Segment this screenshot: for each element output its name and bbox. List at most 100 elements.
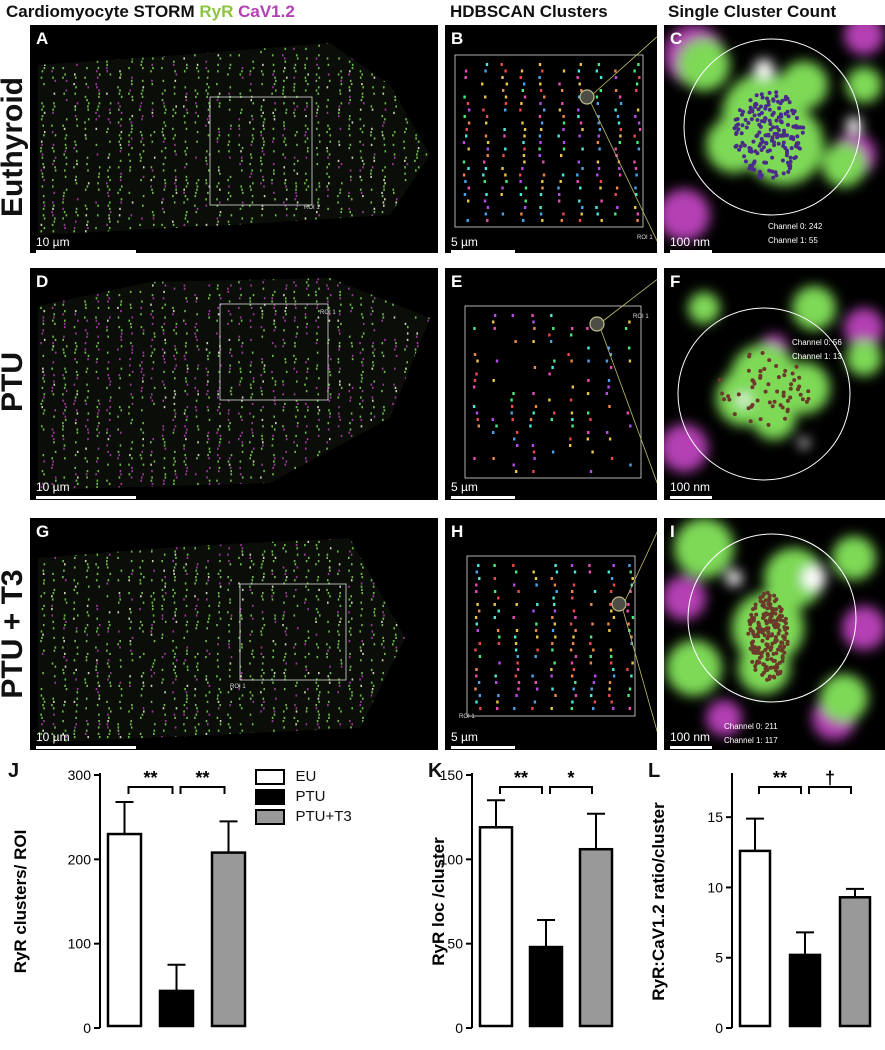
cluster-map [464,279,657,484]
panel-letter: G [36,522,50,541]
significance-bracket [808,786,852,794]
panel-letter: A [36,29,49,48]
row-label-ptu: PTU [0,352,29,412]
header-ryr: RyR [199,2,234,21]
y-tick-label: 10 [707,879,723,895]
chart-j: 0 100 200 300 RyR clusters/ ROI ** ** [11,767,247,1036]
single-cluster-image [664,286,884,481]
roi-label: ROI 1 [459,714,475,720]
significance-marker: ** [773,768,787,788]
scale-bar-label: 100 nm [670,730,711,744]
significance-marker: ** [514,768,528,788]
panel-c-single-cluster: C Channel 0: 242 Channel 1: 55 100 nm [664,25,885,253]
scale-bar-label: 5 µm [451,480,478,494]
y-tick-label: 100 [68,936,92,952]
legend-item-ptu: PTU [255,788,325,806]
y-tick-label: 150 [440,767,464,783]
y-tick-label: 15 [707,809,723,825]
scale-bar-label: 5 µm [451,235,478,249]
header-storm-prefix: Cardiomyocyte STORM [6,2,195,21]
chart-l: 0 5 10 15 RyR:CaV1.2 ratio/cluster ** † [649,768,872,1036]
bar-eu [106,832,143,1028]
single-cluster-image [664,25,884,241]
y-tick-label: 0 [715,1020,723,1036]
channel-counts: Channel 0: 211 Channel 1: 117 [724,720,778,748]
significance-bracket [499,786,543,794]
header-single-cluster: Single Cluster Count [668,2,837,21]
panel-letter: H [451,522,464,541]
panel-e-hdbscan: E 5 µm ROI 1 [445,268,657,500]
y-axis-label: RyR:CaV1.2 ratio/cluster [649,802,668,1001]
channel-0-count: Channel 0: 56 [792,338,842,347]
panel-i-single-cluster: I Channel 0: 211 Channel 1: 117 100 nm [664,518,885,750]
significance-marker: † [825,768,835,788]
scale-bar [36,250,136,253]
scale-bar [451,746,515,749]
panel-a-storm-image: A 10 µm ROI 1 [30,25,438,253]
scale-bar-label: 5 µm [451,730,478,744]
panel-b-hdbscan: B 5 µm ROI 1 [445,25,657,253]
panel-h-hdbscan: H 5 µm ROI 1 [445,518,657,750]
scale-bar-label: 10 µm [36,480,70,494]
bar-ptu [528,945,564,1028]
legend-label: EU [295,768,317,786]
scale-bar-label: 100 nm [670,480,711,494]
panel-f-single-cluster: F Channel 0: 56 Channel 1: 13 100 nm [664,268,885,500]
channel-1-count: Channel 1: 55 [768,236,818,245]
legend-label: PTU [295,788,326,806]
y-tick-label: 100 [440,851,464,867]
panel-letter: F [670,272,681,291]
y-tick-label: 0 [83,1020,91,1036]
scale-bar-label: 10 µm [36,235,70,249]
y-tick-label: 50 [447,936,463,952]
panel-letter: C [670,29,683,48]
y-tick-label: 0 [455,1020,463,1036]
significance-bracket [127,786,174,794]
significance-marker: ** [195,768,209,788]
chart-letter-j: J [8,760,20,782]
bar-ptu [158,989,195,1028]
chart-letter-l: L [648,760,661,782]
roi-label: ROI 1 [230,684,246,690]
scale-bar [670,496,712,499]
scale-bar [36,496,136,499]
cell-image [38,43,430,235]
scale-bar [451,496,515,499]
single-cluster-image [664,518,885,740]
channel-1-count: Channel 1: 117 [724,736,778,745]
bar-eu [738,849,772,1028]
scale-bar [36,746,136,749]
cluster-map [466,531,657,733]
channel-counts: Channel 0: 242 Channel 1: 55 [768,220,822,248]
channel-0-count: Channel 0: 242 [768,222,823,231]
channel-counts: Channel 0: 56 Channel 1: 13 [792,336,842,364]
panel-letter: D [36,272,49,291]
y-tick-label: 200 [68,851,92,867]
header-cav: CaV1.2 [238,2,295,21]
cluster-map [454,36,657,242]
legend-swatch [255,768,285,785]
panel-d-storm-image: D 10 µm ROI 1 [30,268,438,500]
header-hdbscan: HDBSCAN Clusters [450,2,608,21]
significance-marker: ** [143,768,157,788]
bar-ptu-t3 [838,896,872,1028]
bar-ptu [788,953,822,1028]
chart-letter-k: K [428,760,443,782]
roi-label: ROI 1 [304,205,320,211]
scale-bar [670,746,712,749]
y-tick-label: 300 [68,767,92,783]
channel-0-count: Channel 0: 211 [724,722,778,731]
bar-eu [478,826,514,1028]
y-axis-label: RyR loc /cluster [429,837,448,966]
legend-item-ptu-t3: PTU+T3 [255,808,352,826]
roi-label: ROI 1 [633,314,649,320]
y-axis-label: RyR clusters/ ROI [11,830,30,974]
channel-1-count: Channel 1: 13 [792,352,842,361]
row-label-ptu-t3: PTU + T3 [0,569,29,699]
scale-bar [670,250,712,253]
bar-ptu-t3 [210,851,247,1028]
scale-bar-label: 100 nm [670,235,711,249]
panel-letter: I [670,522,675,541]
roi-label: ROI 1 [637,235,653,241]
